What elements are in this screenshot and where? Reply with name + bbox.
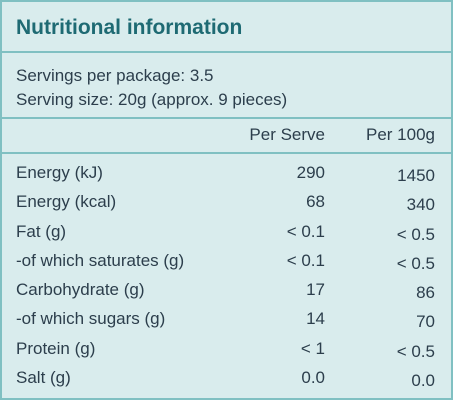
table-row: Protein (g) < 1 < 0.5 [2,334,451,363]
table-row: Fat (g) < 0.1 < 0.5 [2,217,451,246]
per-100g-value: 70 [416,312,435,332]
per-serve-value: < 0.1 [286,250,325,270]
per-serve-value: < 0.1 [286,221,325,241]
nutrient-label: -of which sugars (g) [16,309,166,329]
per-100g-value: 340 [406,195,435,215]
table-row: -of which sugars (g) 14 70 [2,304,451,333]
nutrient-label: Carbohydrate (g) [16,280,145,300]
per-100g-value: < 0.5 [396,341,435,361]
per-serve-value: 68 [306,192,325,212]
per-100g-value: 1450 [397,166,435,185]
nutrient-label: -of which saturates (g) [16,250,185,270]
table-row: -of which saturates (g) < 0.1 < 0.5 [2,246,451,275]
per-serve-value: 14 [306,309,325,329]
servings-info: Servings per package: 3.5 Serving size: … [16,64,287,112]
per-serve-value: 0.0 [301,368,325,388]
nutrient-label: Energy (kcal) [16,192,117,212]
nutrient-label: Salt (g) [16,368,71,388]
table-row: Energy (kJ) 290 1450 [2,158,451,187]
per-serve-value: 290 [296,163,325,182]
per-serve-value: 17 [306,280,325,300]
per-100g-value: 0.0 [411,371,435,391]
servings-per-package: Servings per package: 3.5 [16,66,214,85]
table-header: Per Serve Per 100g [2,125,451,149]
table-row: Carbohydrate (g) 17 86 [2,275,451,304]
per-100g-value: < 0.5 [396,253,435,273]
column-header-per-100g: Per 100g [366,125,435,144]
title-divider [2,51,451,53]
header-divider [2,152,451,154]
nutrient-label: Protein (g) [16,338,96,358]
per-100g-value: 86 [416,283,435,303]
servings-divider [2,117,451,119]
nutrient-label: Energy (kJ) [16,163,103,182]
table-row: Salt (g) 0.0 0.0 [2,363,451,392]
nutrient-table: Energy (kJ) 290 1450 Energy (kcal) 68 34… [2,158,451,392]
table-row: Energy (kcal) 68 340 [2,187,451,216]
nutrient-label: Fat (g) [16,221,67,241]
serving-size: Serving size: 20g (approx. 9 pieces) [16,90,288,109]
per-serve-value: < 1 [300,338,325,358]
per-100g-value: < 0.5 [396,224,435,244]
panel-title: Nutritional information [16,16,243,39]
column-header-per-serve: Per Serve [249,125,325,144]
